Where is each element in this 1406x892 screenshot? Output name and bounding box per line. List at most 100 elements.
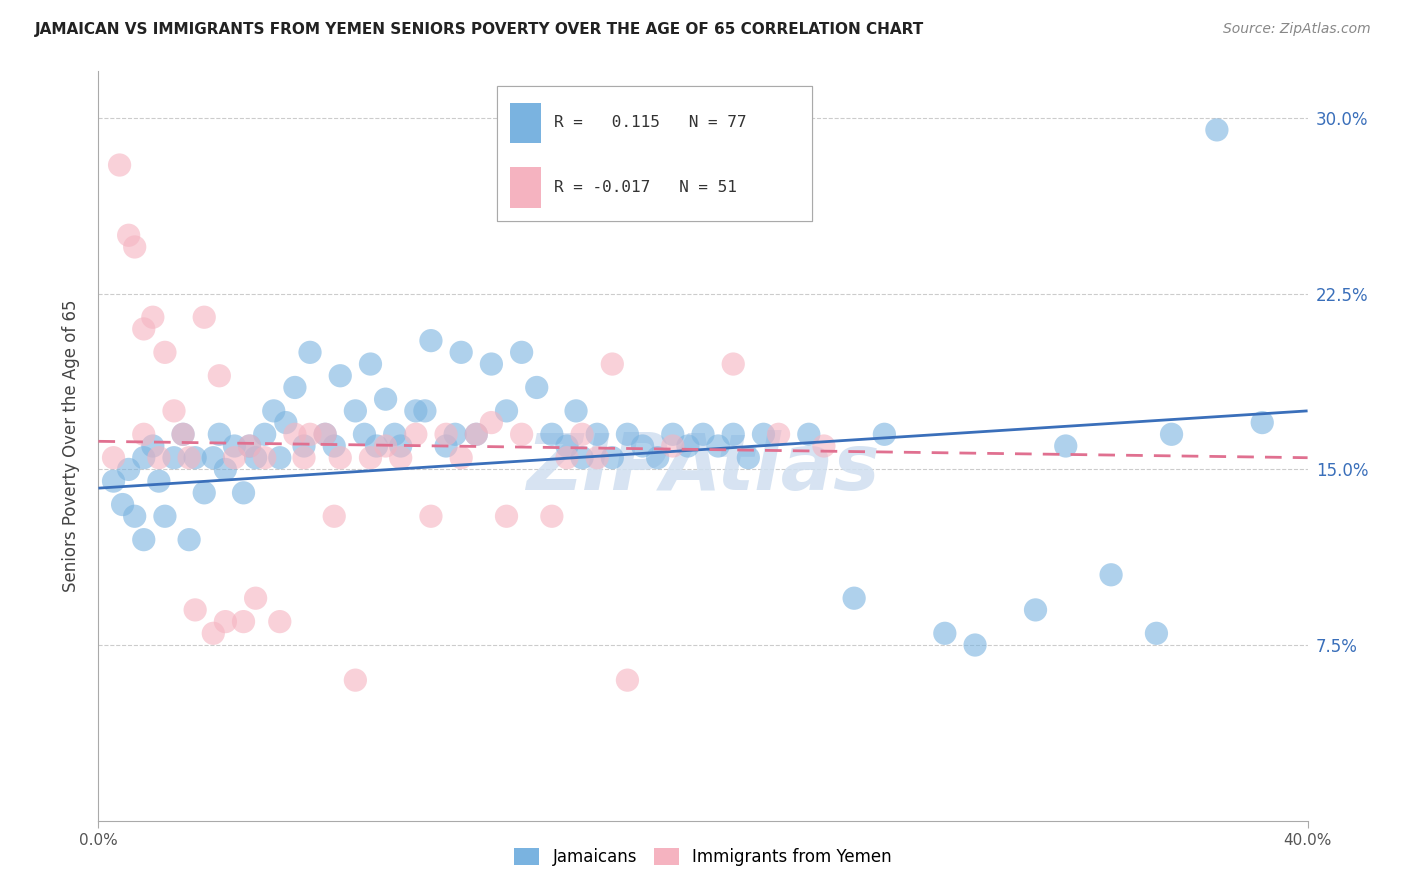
Point xyxy=(873,427,896,442)
Point xyxy=(329,368,352,383)
Point xyxy=(661,439,683,453)
Point xyxy=(172,427,194,442)
Point xyxy=(132,533,155,547)
Point xyxy=(239,439,262,453)
Point xyxy=(495,404,517,418)
Point xyxy=(389,439,412,453)
Point xyxy=(172,427,194,442)
Point xyxy=(353,427,375,442)
Point xyxy=(420,334,443,348)
Point xyxy=(752,427,775,442)
Point xyxy=(284,380,307,394)
Point xyxy=(224,439,246,453)
Point xyxy=(103,474,125,488)
Point xyxy=(314,427,336,442)
Point xyxy=(526,380,548,394)
Point xyxy=(434,439,457,453)
Point xyxy=(661,427,683,442)
Point xyxy=(329,450,352,465)
Point xyxy=(179,533,201,547)
Point xyxy=(142,310,165,325)
Point xyxy=(797,427,820,442)
Point xyxy=(263,404,285,418)
Point xyxy=(565,404,588,418)
Point xyxy=(111,498,134,512)
Point xyxy=(314,427,336,442)
Point xyxy=(269,615,291,629)
Point xyxy=(344,404,367,418)
Point xyxy=(450,450,472,465)
Point xyxy=(934,626,956,640)
Point xyxy=(844,591,866,606)
Point xyxy=(360,450,382,465)
Point xyxy=(384,427,406,442)
Point xyxy=(768,427,790,442)
Point xyxy=(374,439,396,453)
Point xyxy=(692,427,714,442)
Point xyxy=(1024,603,1046,617)
Point xyxy=(723,357,745,371)
Point xyxy=(202,626,225,640)
Point xyxy=(420,509,443,524)
Legend: Jamaicans, Immigrants from Yemen: Jamaicans, Immigrants from Yemen xyxy=(508,841,898,873)
Point xyxy=(118,462,141,476)
Point xyxy=(389,450,412,465)
Point xyxy=(366,439,388,453)
Point xyxy=(1054,439,1077,453)
Point xyxy=(179,450,201,465)
Point xyxy=(292,450,315,465)
Point xyxy=(299,427,322,442)
Point xyxy=(142,439,165,453)
Point xyxy=(413,404,436,418)
Point xyxy=(232,615,254,629)
Point xyxy=(299,345,322,359)
Point xyxy=(245,450,267,465)
Point xyxy=(481,357,503,371)
Point xyxy=(184,450,207,465)
Point xyxy=(163,404,186,418)
Text: JAMAICAN VS IMMIGRANTS FROM YEMEN SENIORS POVERTY OVER THE AGE OF 65 CORRELATION: JAMAICAN VS IMMIGRANTS FROM YEMEN SENIOR… xyxy=(35,22,924,37)
Point xyxy=(148,474,170,488)
Point xyxy=(202,450,225,465)
Point xyxy=(647,450,669,465)
Point xyxy=(323,509,346,524)
Point xyxy=(253,427,276,442)
Point xyxy=(245,591,267,606)
Point xyxy=(555,450,578,465)
Point xyxy=(586,427,609,442)
Point xyxy=(269,450,291,465)
Point xyxy=(239,439,262,453)
Point xyxy=(1206,123,1229,137)
Point xyxy=(184,603,207,617)
Point xyxy=(1099,567,1122,582)
Point xyxy=(132,450,155,465)
Point xyxy=(571,450,593,465)
Point xyxy=(602,450,624,465)
Point xyxy=(344,673,367,688)
Point xyxy=(510,427,533,442)
Point xyxy=(631,439,654,453)
Point xyxy=(444,427,467,442)
Point xyxy=(602,357,624,371)
Point xyxy=(707,439,730,453)
Point xyxy=(323,439,346,453)
Point xyxy=(510,345,533,359)
Point xyxy=(540,427,562,442)
Point xyxy=(292,439,315,453)
Point xyxy=(555,439,578,453)
Point xyxy=(540,509,562,524)
Point xyxy=(360,357,382,371)
Point xyxy=(965,638,987,652)
Point xyxy=(193,310,215,325)
Text: ZIPAtlas: ZIPAtlas xyxy=(526,431,880,507)
Point xyxy=(148,450,170,465)
Point xyxy=(253,450,276,465)
Point xyxy=(274,416,297,430)
Point xyxy=(813,439,835,453)
Text: Source: ZipAtlas.com: Source: ZipAtlas.com xyxy=(1223,22,1371,37)
Point xyxy=(163,450,186,465)
Y-axis label: Seniors Poverty Over the Age of 65: Seniors Poverty Over the Age of 65 xyxy=(62,300,80,592)
Point xyxy=(214,462,236,476)
Point xyxy=(103,450,125,465)
Point xyxy=(737,450,759,465)
